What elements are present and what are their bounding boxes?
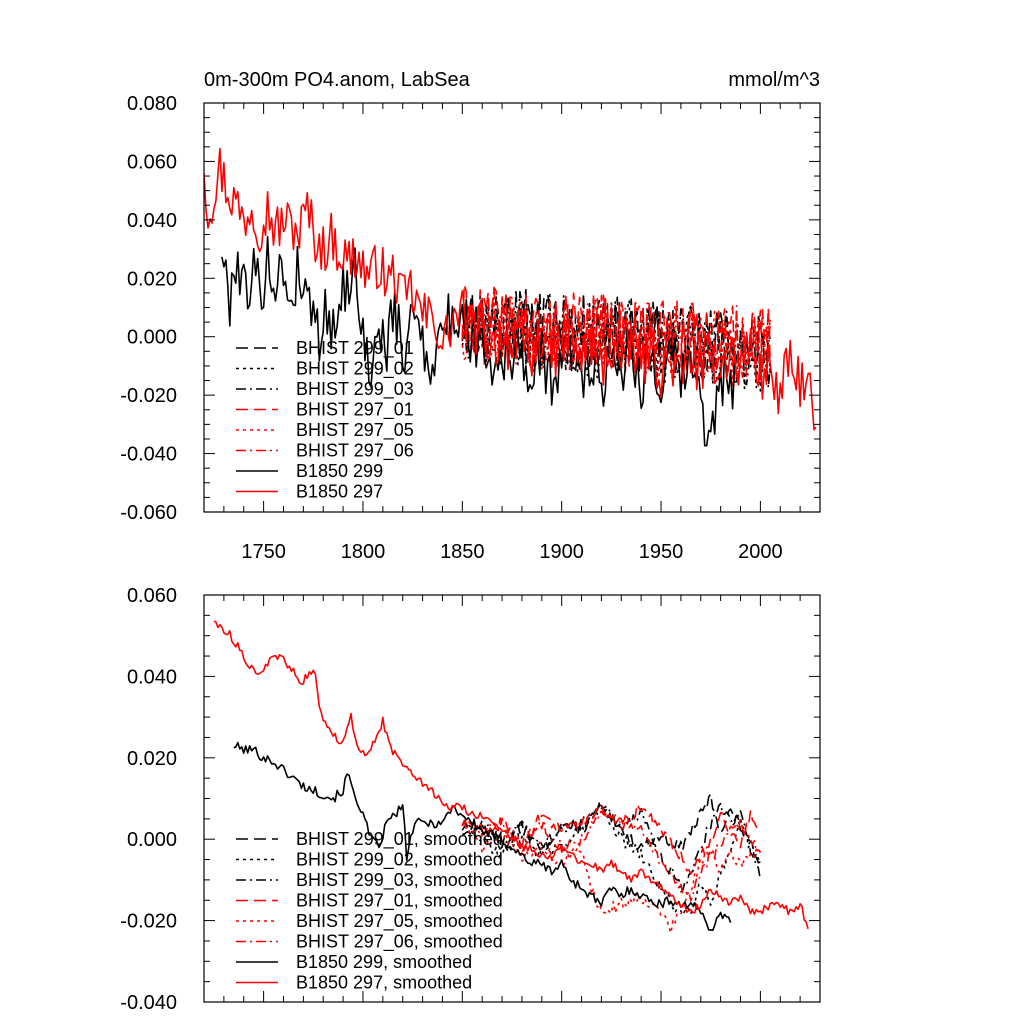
series-line-1 <box>461 805 762 916</box>
top-panel: 0m-300m PO4.anom, LabSea mmol/m^3 1750 18… <box>120 69 821 563</box>
legend-label: B1850 299 <box>296 461 383 481</box>
y-tick-label: 0.040 <box>127 666 177 688</box>
y-tick-label: 0.020 <box>127 748 177 770</box>
y-tick-label: -0.020 <box>120 385 177 407</box>
series-group <box>213 620 809 934</box>
legend-label: BHIST 299_02, smoothed <box>296 850 503 871</box>
y-tick-label: 0.080 <box>127 93 177 115</box>
y-tick-label: -0.040 <box>120 992 177 1014</box>
x-tick-label: 1950 <box>639 541 684 563</box>
y-tick-label: 0.040 <box>127 210 177 232</box>
bottom-panel: -0.040 -0.020 0.000 0.020 0.040 0.060 BHIST 29… <box>120 585 821 1014</box>
top-panel-units: mmol/m^3 <box>728 69 820 91</box>
legend-label: BHIST 299_02 <box>296 359 414 380</box>
legend-label: BHIST 299_01, smoothed <box>296 829 503 850</box>
legend-label: BHIST 297_01, smoothed <box>296 891 503 912</box>
y-tick-label: -0.020 <box>120 911 177 933</box>
legend-label: BHIST 297_06, smoothed <box>296 932 503 953</box>
legend-label: B1850 297 <box>296 482 383 502</box>
series-line-6 <box>233 741 732 932</box>
series-line-4 <box>461 821 762 934</box>
y-tick-label: 0.000 <box>127 829 177 851</box>
x-tick-label: 1750 <box>241 541 286 563</box>
top-panel-title: 0m-300m PO4.anom, LabSea <box>204 69 471 91</box>
y-tick-label: -0.040 <box>120 444 177 466</box>
legend-label: BHIST 299_01 <box>296 338 414 359</box>
legend-label: BHIST 299_03 <box>296 379 414 400</box>
legend-label: BHIST 297_05, smoothed <box>296 911 503 932</box>
x-tick-label: 2000 <box>738 541 783 563</box>
legend-label: B1850 297, smoothed <box>296 973 472 993</box>
x-tick-label: 1900 <box>539 541 584 563</box>
legend-label: B1850 299, smoothed <box>296 952 472 972</box>
y-tick-label: 0.060 <box>127 585 177 607</box>
y-tick-label: 0.020 <box>127 268 177 290</box>
series-group <box>204 147 817 447</box>
y-tick-label: 0.000 <box>127 327 177 349</box>
series-line-4 <box>461 293 772 389</box>
x-tick-label: 1850 <box>440 541 485 563</box>
legend-label: BHIST 297_05 <box>296 420 414 441</box>
legend-label: BHIST 299_03, smoothed <box>296 870 503 891</box>
legend-label: BHIST 297_06 <box>296 441 414 462</box>
legend-label: BHIST 297_01 <box>296 400 414 421</box>
y-tick-label: 0.060 <box>127 151 177 173</box>
y-tick-label: -0.060 <box>120 502 177 524</box>
series-line-3 <box>461 803 761 875</box>
series-line-7 <box>204 147 817 431</box>
series-line-0 <box>461 793 761 864</box>
series-line-7 <box>213 620 809 930</box>
x-tick-label: 1800 <box>341 541 386 563</box>
